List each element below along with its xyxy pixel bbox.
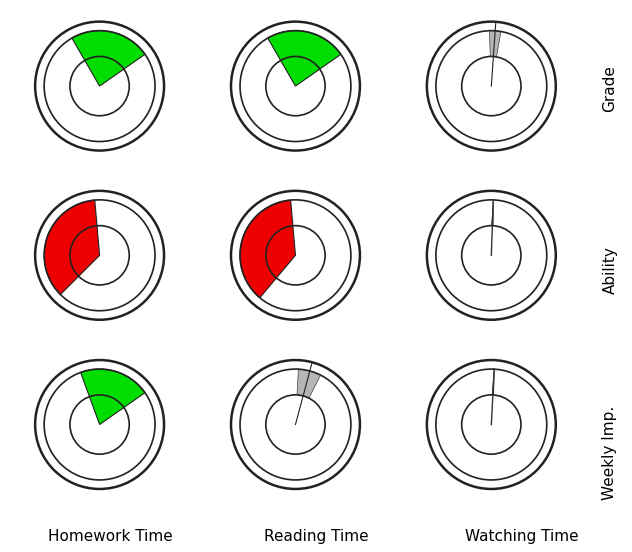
Text: Homework Time: Homework Time (48, 529, 173, 544)
Polygon shape (492, 369, 494, 395)
Polygon shape (492, 200, 493, 226)
Text: Ability: Ability (602, 247, 617, 294)
Wedge shape (240, 200, 296, 298)
Wedge shape (489, 31, 501, 57)
Text: Weekly Imp.: Weekly Imp. (602, 406, 617, 500)
Wedge shape (81, 369, 145, 424)
Wedge shape (72, 31, 145, 86)
Text: Grade: Grade (602, 65, 617, 112)
Wedge shape (268, 31, 341, 86)
Text: Reading Time: Reading Time (264, 529, 368, 544)
Wedge shape (297, 369, 320, 398)
Wedge shape (44, 200, 100, 295)
Text: Watching Time: Watching Time (465, 529, 578, 544)
